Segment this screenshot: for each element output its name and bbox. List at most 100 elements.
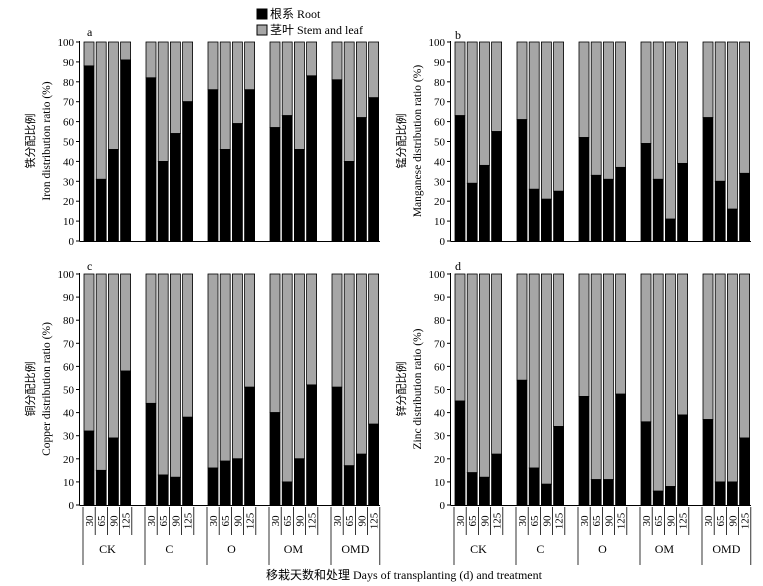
bar-root-OMD-90 xyxy=(727,481,738,506)
bar-root-OM-30 xyxy=(269,127,281,242)
bar-root-O-125 xyxy=(615,166,626,242)
day-label: 65 xyxy=(715,515,727,527)
bar-stem-O-30 xyxy=(578,273,590,397)
bar-stem-CK-65 xyxy=(95,41,107,180)
treatment-label: OMD xyxy=(712,542,740,556)
treatment-label: C xyxy=(536,542,544,556)
bar-root-OMD-65 xyxy=(343,465,355,506)
panel-letter: d xyxy=(455,259,461,273)
y-axis-title-cn: 铜分配比例 xyxy=(23,362,37,417)
y-tick-label: 90 xyxy=(63,292,75,304)
bar-root-C-90 xyxy=(169,476,181,506)
bar-root-OM-65 xyxy=(652,490,664,506)
day-label: 90 xyxy=(294,515,306,527)
bar-stem-C-90 xyxy=(541,273,552,485)
y-tick-label: 40 xyxy=(63,156,75,168)
bar-root-OMD-125 xyxy=(368,423,380,506)
bar-root-CK-125 xyxy=(491,131,503,242)
day-label: 30 xyxy=(703,515,715,527)
y-axis-title-en: Copper distribution ratio (%) xyxy=(41,322,53,456)
bar-root-O-30 xyxy=(207,89,219,242)
y-tick-label: 70 xyxy=(63,97,75,109)
bar-root-C-65 xyxy=(157,474,169,506)
bar-root-OM-125 xyxy=(306,75,318,242)
y-tick-label: 80 xyxy=(63,315,75,327)
bar-root-OM-125 xyxy=(306,384,318,506)
bar-stem-C-65 xyxy=(528,41,540,190)
bar-stem-CK-125 xyxy=(120,41,131,61)
bar-stem-CK-65 xyxy=(95,273,107,471)
chart-panel-b: b 0 10 20 30 40 50 60 70 80 90 100 锰分配比例 Manganese di… xyxy=(394,28,751,248)
y-tick-label: 20 xyxy=(63,196,75,208)
day-label: 30 xyxy=(455,515,467,527)
bar-root-OMD-125 xyxy=(739,172,750,242)
y-axis-title-cn: 锰分配比例 xyxy=(394,114,408,169)
y-tick-label: 60 xyxy=(434,361,446,373)
bar-stem-CK-90 xyxy=(108,41,119,150)
bar-root-OM-125 xyxy=(677,414,688,506)
y-tick-label: 90 xyxy=(434,57,446,69)
day-label: 125 xyxy=(121,512,133,529)
bar-stem-CK-90 xyxy=(478,41,490,166)
day-label: 90 xyxy=(727,515,739,527)
day-label: 90 xyxy=(108,515,120,527)
day-label: 65 xyxy=(158,515,170,527)
bar-stem-OMD-125 xyxy=(368,41,380,99)
day-label: 30 xyxy=(332,515,344,527)
bar-root-OMD-65 xyxy=(343,160,355,242)
bar-root-CK-65 xyxy=(95,469,107,506)
bar-stem-C-125 xyxy=(553,273,564,427)
bar-root-CK-125 xyxy=(491,453,503,506)
bar-stem-C-125 xyxy=(553,41,564,192)
day-label: 65 xyxy=(591,515,603,527)
bar-stem-C-30 xyxy=(516,273,528,381)
bar-root-CK-90 xyxy=(478,164,490,242)
y-tick-label: 60 xyxy=(63,361,75,373)
y-tick-label: 30 xyxy=(434,176,446,188)
bar-root-OM-65 xyxy=(281,481,293,506)
bar-stem-CK-125 xyxy=(491,41,503,132)
bar-stem-CK-90 xyxy=(478,273,490,478)
bar-root-OMD-90 xyxy=(727,208,738,242)
bar-stem-OMD-125 xyxy=(368,273,380,425)
bar-stem-OM-65 xyxy=(652,41,664,180)
y-tick-label: 90 xyxy=(63,57,75,69)
day-label: 125 xyxy=(245,512,257,529)
day-label: 30 xyxy=(270,515,282,527)
bar-root-OMD-65 xyxy=(714,180,726,242)
panel-letter: c xyxy=(87,259,92,273)
treatment-label: O xyxy=(598,542,607,556)
bar-stem-OM-90 xyxy=(665,273,676,487)
bar-stem-O-125 xyxy=(615,273,626,395)
bar-root-CK-125 xyxy=(120,59,131,242)
treatment-label: CK xyxy=(470,542,487,556)
legend: 根系 Root 茎叶 Stem and leaf xyxy=(256,7,363,37)
bar-root-C-90 xyxy=(541,198,552,242)
bar-stem-OM-90 xyxy=(665,41,676,220)
bar-stem-CK-90 xyxy=(108,273,119,439)
y-tick-label: 20 xyxy=(434,196,446,208)
treatment-label: OM xyxy=(655,542,675,556)
bar-root-O-125 xyxy=(244,89,256,242)
bar-stem-O-65 xyxy=(590,273,602,480)
bar-stem-OM-30 xyxy=(269,273,281,414)
treatment-label: OMD xyxy=(341,542,369,556)
bar-stem-C-90 xyxy=(169,41,181,134)
panel-letter: b xyxy=(455,28,461,42)
bar-stem-OM-30 xyxy=(640,273,652,423)
day-label: 90 xyxy=(603,515,615,527)
y-axis-title-cn: 锌分配比例 xyxy=(394,362,408,417)
day-label: 30 xyxy=(84,515,96,527)
day-label: 65 xyxy=(282,515,294,527)
bar-stem-O-90 xyxy=(231,273,243,460)
bar-root-O-90 xyxy=(231,123,243,242)
bar-stem-CK-30 xyxy=(454,41,466,117)
bar-stem-O-90 xyxy=(603,41,614,180)
day-label: 90 xyxy=(170,515,182,527)
day-label: 65 xyxy=(653,515,665,527)
bar-stem-C-30 xyxy=(145,273,157,404)
bar-stem-O-30 xyxy=(207,41,219,91)
bar-root-C-90 xyxy=(541,483,552,506)
y-tick-label: 40 xyxy=(434,156,446,168)
day-label: 30 xyxy=(146,515,158,527)
